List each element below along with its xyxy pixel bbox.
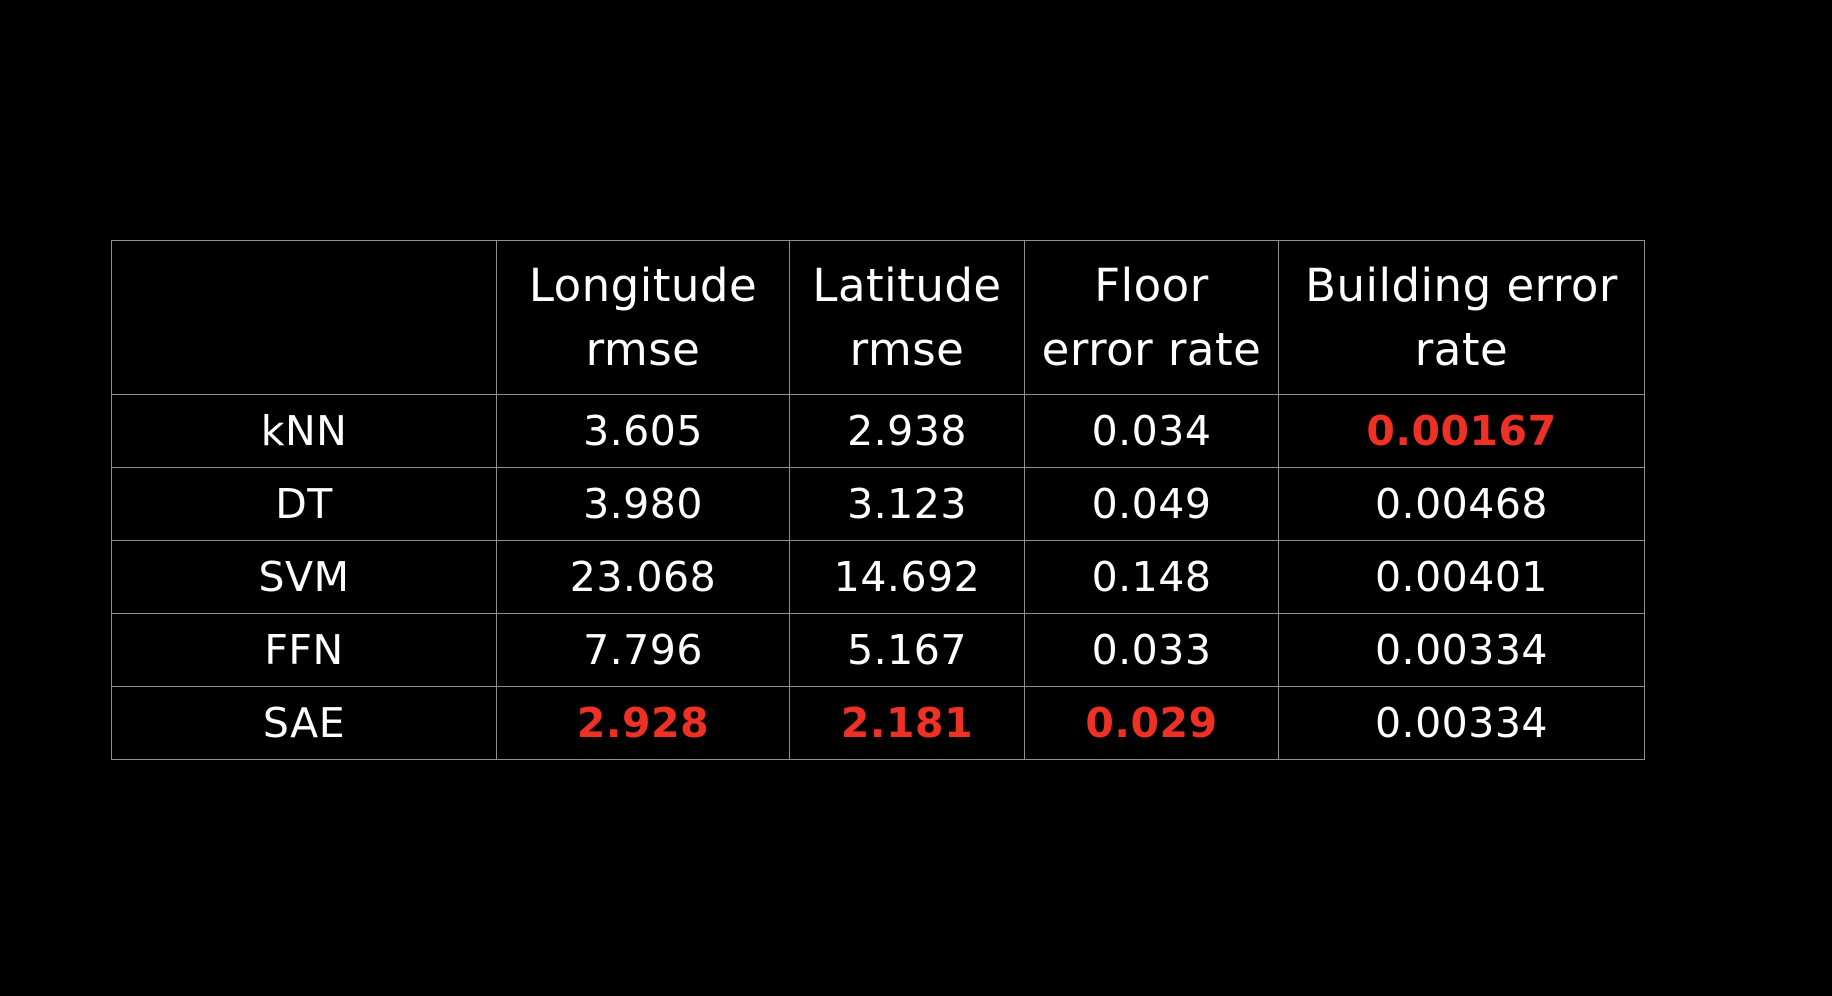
header-row: Longitude rmse Latitude rmse Floor error… bbox=[111, 240, 1645, 395]
value-cell: 2.938 bbox=[789, 394, 1025, 468]
value-cell: 3.980 bbox=[496, 467, 790, 541]
results-table: Longitude rmse Latitude rmse Floor error… bbox=[111, 240, 1645, 760]
value-cell: 0.033 bbox=[1024, 613, 1279, 687]
value-cell: 5.167 bbox=[789, 613, 1025, 687]
value-cell: 14.692 bbox=[789, 540, 1025, 614]
table-row: DT 3.980 3.123 0.049 0.00468 bbox=[111, 467, 1645, 541]
value-cell: 0.00334 bbox=[1278, 686, 1645, 760]
header-cell-empty bbox=[111, 240, 497, 395]
value-cell: 0.148 bbox=[1024, 540, 1279, 614]
model-name-cell: SAE bbox=[111, 686, 497, 760]
value-cell: 0.00334 bbox=[1278, 613, 1645, 687]
table-row: SAE 2.928 2.181 0.029 0.00334 bbox=[111, 686, 1645, 760]
header-text: rmse bbox=[585, 322, 701, 376]
header-latitude-rmse: Latitude rmse bbox=[789, 240, 1025, 395]
header-building-error-rate: Building error rate bbox=[1278, 240, 1645, 395]
value-cell: 0.00401 bbox=[1278, 540, 1645, 614]
value-cell: 3.605 bbox=[496, 394, 790, 468]
value-cell: 0.034 bbox=[1024, 394, 1279, 468]
table-row: kNN 3.605 2.938 0.034 0.00167 bbox=[111, 394, 1645, 468]
header-text: Floor bbox=[1094, 258, 1209, 312]
header-longitude-rmse: Longitude rmse bbox=[496, 240, 790, 395]
value-cell: 3.123 bbox=[789, 467, 1025, 541]
value-cell: 7.796 bbox=[496, 613, 790, 687]
table-row: SVM 23.068 14.692 0.148 0.00401 bbox=[111, 540, 1645, 614]
value-cell: 0.029 bbox=[1024, 686, 1279, 760]
header-text: Building error bbox=[1305, 258, 1618, 312]
model-name-cell: DT bbox=[111, 467, 497, 541]
header-text: rate bbox=[1414, 322, 1509, 376]
value-cell: 2.181 bbox=[789, 686, 1025, 760]
value-cell: 23.068 bbox=[496, 540, 790, 614]
value-cell: 0.00167 bbox=[1278, 394, 1645, 468]
value-cell: 0.00468 bbox=[1278, 467, 1645, 541]
table-row: FFN 7.796 5.167 0.033 0.00334 bbox=[111, 613, 1645, 687]
model-name-cell: FFN bbox=[111, 613, 497, 687]
model-name-cell: kNN bbox=[111, 394, 497, 468]
header-text: Longitude bbox=[528, 258, 758, 312]
value-cell: 2.928 bbox=[496, 686, 790, 760]
header-text: Latitude bbox=[812, 258, 1002, 312]
header-text: rmse bbox=[849, 322, 965, 376]
header-text: error rate bbox=[1041, 322, 1262, 376]
value-cell: 0.049 bbox=[1024, 467, 1279, 541]
model-name-cell: SVM bbox=[111, 540, 497, 614]
header-floor-error-rate: Floor error rate bbox=[1024, 240, 1279, 395]
